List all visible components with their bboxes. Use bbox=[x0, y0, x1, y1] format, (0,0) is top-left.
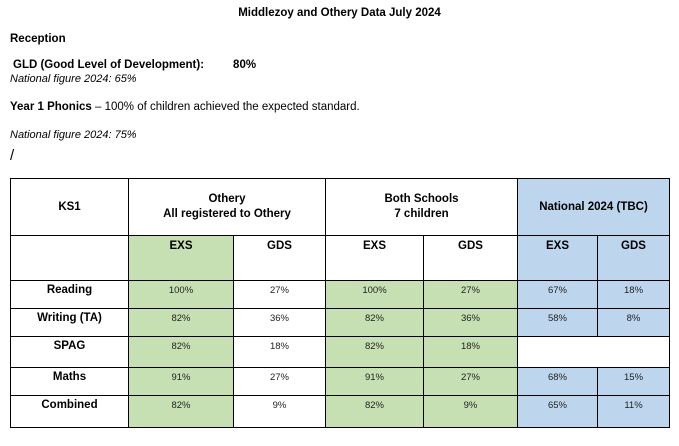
cell-combined-othery-exs: 82% bbox=[128, 395, 234, 428]
phonics-national-figure: National figure 2024: 75% bbox=[10, 129, 137, 141]
table-subheader-row: EXS GDS EXS GDS EXS GDS bbox=[10, 235, 671, 281]
gld-line: GLD (Good Level of Development): 80% bbox=[13, 59, 679, 72]
cell-spag-both-gds: 18% bbox=[423, 336, 518, 368]
cell-writing-both-gds: 36% bbox=[423, 308, 518, 337]
subheader-national-exs: EXS bbox=[517, 235, 598, 281]
table-row-maths: Maths 91% 27% 91% 27% 68% 15% bbox=[10, 367, 671, 396]
cell-spag-othery-gds: 18% bbox=[233, 336, 326, 368]
cell-maths-both-gds: 27% bbox=[423, 367, 518, 396]
subheader-both-gds: GDS bbox=[423, 235, 518, 281]
phonics-heading: Year 1 Phonics bbox=[10, 101, 92, 113]
cell-combined-othery-gds: 9% bbox=[233, 395, 326, 428]
row-label-reading: Reading bbox=[10, 280, 129, 309]
row-label-spag: SPAG bbox=[10, 336, 129, 368]
group-header-othery-line2: All registered to Othery bbox=[163, 208, 291, 220]
subheader-national-gds: GDS bbox=[596, 235, 671, 281]
cell-reading-both-exs: 100% bbox=[325, 280, 424, 309]
cell-combined-national-exs: 65% bbox=[517, 395, 598, 428]
table-row-spag: SPAG 82% 18% 82% 18% bbox=[10, 336, 671, 368]
row-label-writing-ta: Writing (TA) bbox=[10, 308, 129, 337]
cell-writing-othery-exs: 82% bbox=[128, 308, 234, 337]
cell-reading-othery-exs: 100% bbox=[128, 280, 234, 309]
text-cursor-slash: / bbox=[10, 147, 15, 164]
group-header-othery: Othery All registered to Othery bbox=[128, 178, 326, 236]
cell-writing-national-gds: 8% bbox=[596, 308, 671, 337]
group-header-othery-line1: Othery bbox=[208, 193, 246, 205]
row-label-maths: Maths bbox=[10, 367, 129, 396]
corner-cell-ks1: KS1 bbox=[10, 178, 129, 236]
cell-maths-othery-exs: 91% bbox=[128, 367, 234, 396]
gld-national-figure: National figure 2024: 65% bbox=[10, 73, 137, 85]
group-header-both-schools: Both Schools 7 children bbox=[325, 178, 518, 236]
cell-combined-national-gds: 11% bbox=[596, 395, 671, 428]
group-header-both-schools-line2: 7 children bbox=[394, 208, 449, 220]
table-group-header-row: KS1 Othery All registered to Othery Both… bbox=[10, 178, 671, 236]
subheader-othery-gds: GDS bbox=[233, 235, 326, 281]
group-header-national-line1: National 2024 (TBC) bbox=[539, 200, 648, 213]
phonics-line: Year 1 Phonics – 100% of children achiev… bbox=[10, 101, 679, 114]
phonics-detail: – 100% of children achieved the expected… bbox=[91, 101, 360, 113]
cell-combined-both-exs: 82% bbox=[325, 395, 424, 428]
cell-maths-othery-gds: 27% bbox=[233, 367, 326, 396]
group-header-national: National 2024 (TBC) bbox=[516, 178, 671, 236]
cell-combined-both-gds: 9% bbox=[423, 395, 518, 428]
cell-reading-national-exs: 67% bbox=[517, 280, 598, 309]
cell-writing-both-exs: 82% bbox=[325, 308, 424, 337]
cell-spag-national-merged-empty bbox=[516, 336, 671, 368]
table-row-reading: Reading 100% 27% 100% 27% 67% 18% bbox=[10, 280, 671, 309]
gld-label: GLD (Good Level of Development): bbox=[13, 59, 205, 71]
group-header-both-schools-line1: Both Schools bbox=[384, 193, 459, 205]
page-title: Middlezoy and Othery Data July 2024 bbox=[238, 7, 441, 19]
table-row-writing-ta: Writing (TA) 82% 36% 82% 36% 58% 8% bbox=[10, 308, 671, 337]
table-row-combined: Combined 82% 9% 82% 9% 65% 11% bbox=[10, 395, 671, 428]
cell-reading-national-gds: 18% bbox=[596, 280, 671, 309]
cell-maths-national-gds: 15% bbox=[596, 367, 671, 396]
gld-value: 80% bbox=[233, 59, 257, 71]
cell-spag-both-exs: 82% bbox=[325, 336, 424, 368]
cell-writing-national-exs: 58% bbox=[517, 308, 598, 337]
ks1-results-table: KS1 Othery All registered to Othery Both… bbox=[10, 178, 671, 428]
subheader-othery-exs: EXS bbox=[128, 235, 234, 281]
cell-reading-othery-gds: 27% bbox=[233, 280, 326, 309]
cell-maths-both-exs: 91% bbox=[325, 367, 424, 396]
cell-reading-both-gds: 27% bbox=[423, 280, 518, 309]
cell-writing-othery-gds: 36% bbox=[233, 308, 326, 337]
subheader-both-exs: EXS bbox=[325, 235, 424, 281]
subheader-empty-cell bbox=[10, 235, 129, 281]
reception-heading: Reception bbox=[10, 33, 66, 45]
cell-maths-national-exs: 68% bbox=[517, 367, 598, 396]
cell-spag-othery-exs: 82% bbox=[128, 336, 234, 368]
row-label-combined: Combined bbox=[10, 395, 129, 428]
